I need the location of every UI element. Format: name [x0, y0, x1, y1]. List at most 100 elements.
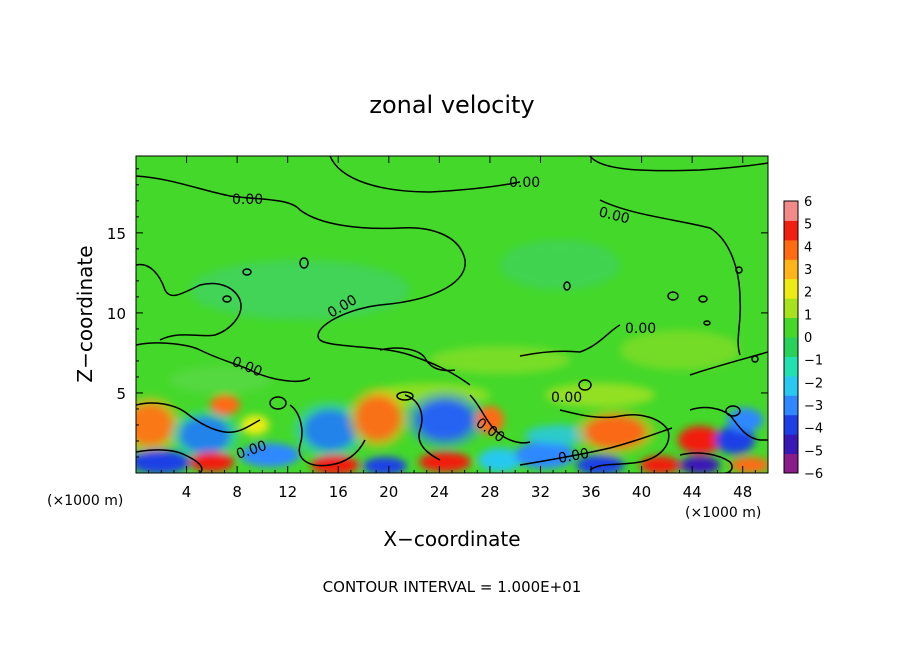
contour-line [404, 394, 441, 461]
contour-line [559, 409, 670, 471]
contour-line [679, 452, 733, 473]
y-axis-title: Z−coordinate [73, 245, 97, 382]
x-tick-label: 32 [531, 483, 550, 501]
plot-area: 0.00 0.00 0.00 0.00 0.00 0.00 0.00 0.00 … [136, 156, 768, 473]
x-tick-label: 4 [182, 483, 192, 501]
y-tick-label: 10 [107, 305, 126, 323]
contour-label: 0.00 [597, 204, 631, 227]
contour-interval-note: CONTOUR INTERVAL = 1.000E+01 [323, 578, 582, 596]
colorbar-tick-label: 1 [804, 308, 812, 323]
x-tick-label: 40 [632, 483, 651, 501]
contour-line [136, 263, 242, 341]
field-patch [348, 388, 408, 448]
field-patch [730, 457, 768, 473]
field-patch [170, 366, 270, 394]
colorbar-swatch [784, 414, 798, 435]
contour-line [667, 291, 679, 301]
colorbar-swatch [784, 453, 798, 474]
field-patch [136, 450, 190, 473]
field-patch [515, 441, 575, 469]
contour-line [589, 156, 768, 172]
field-patch [419, 452, 471, 472]
x-axis: 4 8 12 16 20 24 28 32 36 40 44 48 [148, 156, 756, 501]
x-tick-label: 20 [379, 483, 398, 501]
contour-line [698, 295, 708, 303]
field-patch [620, 330, 740, 370]
colorbar-swatch [784, 259, 798, 280]
contour-line [519, 324, 621, 357]
field-patch [680, 456, 720, 473]
field-patch [240, 443, 300, 467]
colorbar-tick-label: −2 [804, 376, 823, 391]
contour-line [242, 268, 252, 276]
colorbar-tick-label: 5 [804, 218, 812, 233]
field-patch [294, 402, 366, 458]
x-tick-label: 24 [430, 483, 449, 501]
field-patch [500, 240, 620, 290]
x-tick-label: 8 [232, 483, 242, 501]
contour-line [136, 342, 311, 383]
colorbar-tick-label: −3 [804, 399, 823, 414]
colorbar-swatch [784, 298, 798, 319]
field-patch [678, 426, 722, 454]
field-patch [407, 392, 483, 448]
colorbar-swatch [784, 434, 798, 455]
contour-line [289, 404, 366, 467]
x-tick-label: 48 [733, 483, 752, 501]
colorbar-tick-label: 6 [804, 195, 812, 210]
colorbar-swatch [784, 201, 798, 221]
contour-line [269, 396, 287, 410]
colorbar-swatch [784, 239, 798, 260]
field-patch [210, 395, 240, 415]
field-patch [136, 397, 180, 453]
field-patch [640, 456, 680, 473]
y-axis: 5 10 15 [107, 168, 768, 458]
field-patch [576, 455, 624, 473]
contour-line [689, 351, 768, 376]
x-axis-title: X−coordinate [383, 527, 520, 551]
contour-label: 0.00 [551, 390, 582, 406]
contour-line [735, 266, 743, 274]
field-patch [363, 457, 407, 473]
colorbar-swatch [784, 375, 798, 396]
field-patch [727, 408, 763, 432]
colorbar-tick-label: 0 [804, 331, 812, 346]
field-patch [545, 383, 655, 407]
colorbar-swatch [784, 337, 798, 357]
field-patch [241, 415, 269, 435]
colorbar-tick-label: −5 [804, 444, 823, 459]
contour-line [725, 405, 741, 417]
colorbar-swatch [784, 317, 798, 338]
x-tick-label: 28 [480, 483, 499, 501]
contour-label: 0.00 [509, 175, 540, 191]
contour-line [136, 449, 203, 473]
field-patch [478, 448, 522, 472]
field-patch [171, 411, 239, 459]
colorbar-swatch [784, 356, 798, 377]
contour-line [703, 320, 711, 326]
contour-line [329, 156, 521, 193]
contour-label: 0.00 [625, 321, 656, 337]
contour-line [599, 199, 742, 356]
x-tick-label: 16 [329, 483, 348, 501]
contour-line [222, 295, 232, 303]
chart-title: zonal velocity [369, 91, 534, 119]
contour-line [469, 394, 531, 444]
x-tick-label: 12 [278, 483, 297, 501]
colorbar-frame [783, 200, 799, 474]
contour-line [136, 402, 261, 434]
contour-label: 0.00 [557, 446, 590, 467]
colorbar-tick-label: −1 [804, 354, 823, 369]
colorbar-tick-label: 3 [804, 263, 812, 278]
contour-line [299, 257, 309, 269]
colorbar-tick-label: 2 [804, 286, 812, 301]
colorbar-tick-label: −6 [804, 467, 823, 482]
contour-line [519, 427, 673, 466]
contour-line [379, 347, 456, 372]
field-patch [190, 260, 410, 320]
x-tick-label: 44 [683, 483, 702, 501]
y-tick-label: 15 [107, 225, 126, 243]
contour-lines [136, 156, 768, 473]
colorbar-swatch [784, 278, 798, 299]
